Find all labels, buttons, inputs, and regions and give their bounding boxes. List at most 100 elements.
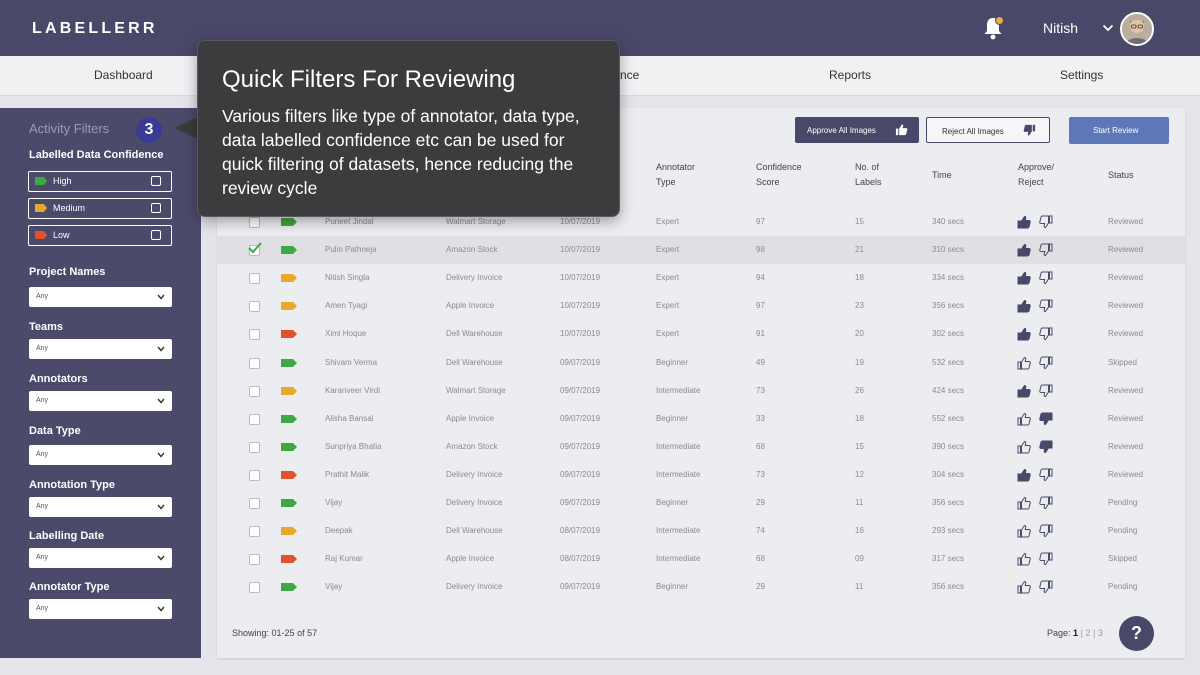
reject-thumbs-down-icon[interactable] xyxy=(1039,356,1053,370)
row-checkbox[interactable] xyxy=(249,526,260,538)
table-row[interactable]: Karanveer Virdi Walmart Storage 09/07/2019… xyxy=(217,377,1185,405)
reject-thumbs-down-icon[interactable] xyxy=(1039,243,1053,257)
chevron-down-icon[interactable] xyxy=(1102,24,1114,32)
user-avatar[interactable] xyxy=(1120,12,1154,46)
reject-thumbs-down-icon[interactable] xyxy=(1039,496,1053,510)
labelling-date-select[interactable]: Any xyxy=(29,548,172,568)
annotators-select[interactable]: Any xyxy=(29,391,172,411)
row-checkbox[interactable] xyxy=(249,357,260,369)
reject-thumbs-down-icon[interactable] xyxy=(1039,524,1053,538)
table-row[interactable]: Alisha Bansal Apple Invoice 09/07/2019 Begi… xyxy=(217,405,1185,433)
table-row[interactable]: Raj Kumar Apple Invoice 08/07/2019 Intermed… xyxy=(217,545,1185,573)
help-button[interactable]: ? xyxy=(1119,616,1154,651)
row-checkbox[interactable] xyxy=(249,329,260,341)
approve-thumbs-up-icon[interactable] xyxy=(1017,327,1031,341)
table-row[interactable]: Pulin Pathneja Amazon Stock 10/07/2019 Expe… xyxy=(217,236,1185,265)
reject-all-button[interactable]: Reject All Images xyxy=(926,117,1050,143)
teams-select[interactable]: Any xyxy=(29,339,172,359)
annotator-name: Puneet Jindal xyxy=(325,217,374,226)
reject-thumbs-down-icon[interactable] xyxy=(1039,215,1053,229)
labelling-date: 08/07/2019 xyxy=(560,526,601,536)
nav-item-dashboard[interactable]: Dashboard xyxy=(94,68,153,82)
row-checkbox[interactable] xyxy=(249,469,260,481)
annotator-name: Vijay xyxy=(325,582,343,592)
approve-thumbs-up-icon[interactable] xyxy=(1017,580,1031,594)
row-checkbox[interactable] xyxy=(249,441,260,453)
approve-thumbs-up-icon[interactable] xyxy=(1017,524,1031,538)
nav-item-performance[interactable]: nce xyxy=(620,68,640,82)
header-confidence-score[interactable]: Confidence Score xyxy=(756,160,802,190)
row-checkbox[interactable] xyxy=(249,498,260,509)
table-row[interactable]: Sunpriya Bhatia Amazon Stock 09/07/2019 Int… xyxy=(217,433,1185,461)
approve-thumbs-up-icon[interactable] xyxy=(1017,496,1031,510)
table-row[interactable]: Vijay Delivery Invoice 09/07/2019 Beginner 2… xyxy=(217,489,1185,517)
row-checkbox[interactable] xyxy=(249,301,260,313)
approve-thumbs-up-icon[interactable] xyxy=(1017,243,1031,257)
confidence-option-low[interactable]: Low xyxy=(28,225,172,246)
table-row[interactable]: Deepak Dell Warehouse 08/07/2019 Intermedia… xyxy=(217,517,1185,545)
approve-thumbs-up-icon[interactable] xyxy=(1017,440,1031,454)
header-annotator-type[interactable]: Annotator Type xyxy=(656,160,695,190)
table-row[interactable]: Ximi Hoque Dell Warehouse 10/07/2019 Expert… xyxy=(217,320,1185,348)
app-logo[interactable]: LABELLERR xyxy=(32,20,158,37)
reject-thumbs-down-icon[interactable] xyxy=(1039,271,1053,285)
confidence-checkbox[interactable] xyxy=(151,230,161,240)
reject-thumbs-down-icon[interactable] xyxy=(1039,440,1053,454)
row-checkbox[interactable] xyxy=(249,273,260,285)
approve-all-button[interactable]: Approve All Images xyxy=(795,117,919,143)
confidence-option-medium[interactable]: Medium xyxy=(28,198,172,219)
confidence-option-high[interactable]: High xyxy=(28,171,172,192)
confidence-checkbox[interactable] xyxy=(151,176,161,186)
approve-thumbs-up-icon[interactable] xyxy=(1017,215,1031,229)
header-time[interactable]: Time xyxy=(932,170,952,180)
page-label: Page: xyxy=(1047,628,1071,638)
page-link-2[interactable]: 2 xyxy=(1085,628,1091,638)
table-row[interactable]: Shivam Verma Dell Warehouse 09/07/2019 Begi… xyxy=(217,349,1185,377)
annotation-type-select[interactable]: Any xyxy=(29,497,172,517)
table-row[interactable]: Nitish Singla Delivery Invoice 10/07/2019 E… xyxy=(217,264,1185,292)
data-type-select[interactable]: Any xyxy=(29,445,172,465)
nav-item-reports[interactable]: Reports xyxy=(829,68,872,82)
page-link-current[interactable]: 1 xyxy=(1073,628,1079,638)
header-no-of-labels[interactable]: No. of Labels xyxy=(855,160,882,190)
time-taken: 390 secs xyxy=(932,441,965,451)
row-checkbox[interactable] xyxy=(249,385,260,397)
table-row[interactable]: Prathit Malik Delivery Invoice 09/07/2019 I… xyxy=(217,461,1185,489)
annotator-type-select[interactable]: Any xyxy=(29,599,172,619)
reject-thumbs-down-icon[interactable] xyxy=(1039,552,1053,566)
header-status[interactable]: Status xyxy=(1108,170,1134,180)
row-checkbox[interactable] xyxy=(249,554,260,566)
row-checkbox[interactable] xyxy=(249,217,260,228)
user-name[interactable]: Nitish xyxy=(1043,20,1079,36)
approve-thumbs-up-icon[interactable] xyxy=(1017,412,1031,426)
table-row[interactable]: Puneet Jindal Walmart Storage 10/07/2019 Ex… xyxy=(217,208,1185,236)
approve-thumbs-up-icon[interactable] xyxy=(1017,384,1031,398)
row-checkbox[interactable] xyxy=(249,413,260,425)
approve-thumbs-up-icon[interactable] xyxy=(1017,468,1031,482)
approve-thumbs-up-icon[interactable] xyxy=(1017,299,1031,313)
label-count: 09 xyxy=(855,554,864,564)
reject-thumbs-down-icon[interactable] xyxy=(1039,327,1053,341)
page-link-3[interactable]: 3 xyxy=(1097,628,1103,638)
reject-thumbs-down-icon[interactable] xyxy=(1039,384,1053,398)
table-row[interactable]: Amen Tyagi Apple Invoice 10/07/2019 Expert 9… xyxy=(217,292,1185,320)
approve-thumbs-up-icon[interactable] xyxy=(1017,271,1031,285)
reject-thumbs-down-icon[interactable] xyxy=(1039,468,1053,482)
annotator-name: Prathit Malik xyxy=(325,469,370,479)
confidence-tag-icon xyxy=(281,414,297,423)
nav-item-settings[interactable]: Settings xyxy=(1060,68,1104,82)
approve-thumbs-up-icon[interactable] xyxy=(1017,552,1031,566)
header-approve-reject[interactable]: Approve/ Reject xyxy=(1018,160,1054,190)
project-names-select[interactable]: Any xyxy=(29,287,172,307)
reject-thumbs-down-icon[interactable] xyxy=(1039,580,1053,594)
row-checkbox[interactable] xyxy=(249,582,260,594)
reject-thumbs-down-icon[interactable] xyxy=(1039,299,1053,313)
approve-thumbs-up-icon[interactable] xyxy=(1017,356,1031,370)
reject-thumbs-down-icon[interactable] xyxy=(1039,412,1053,426)
project-name: Walmart Storage xyxy=(446,385,506,395)
table-row[interactable]: Vijay Delivery Invoice 09/07/2019 Beginner 2… xyxy=(217,573,1185,601)
start-review-button[interactable]: Start Review xyxy=(1069,117,1169,144)
annotator-name: Shivam Verma xyxy=(325,357,378,367)
confidence-checkbox[interactable] xyxy=(151,203,161,213)
review-status: Reviewed xyxy=(1108,217,1144,226)
